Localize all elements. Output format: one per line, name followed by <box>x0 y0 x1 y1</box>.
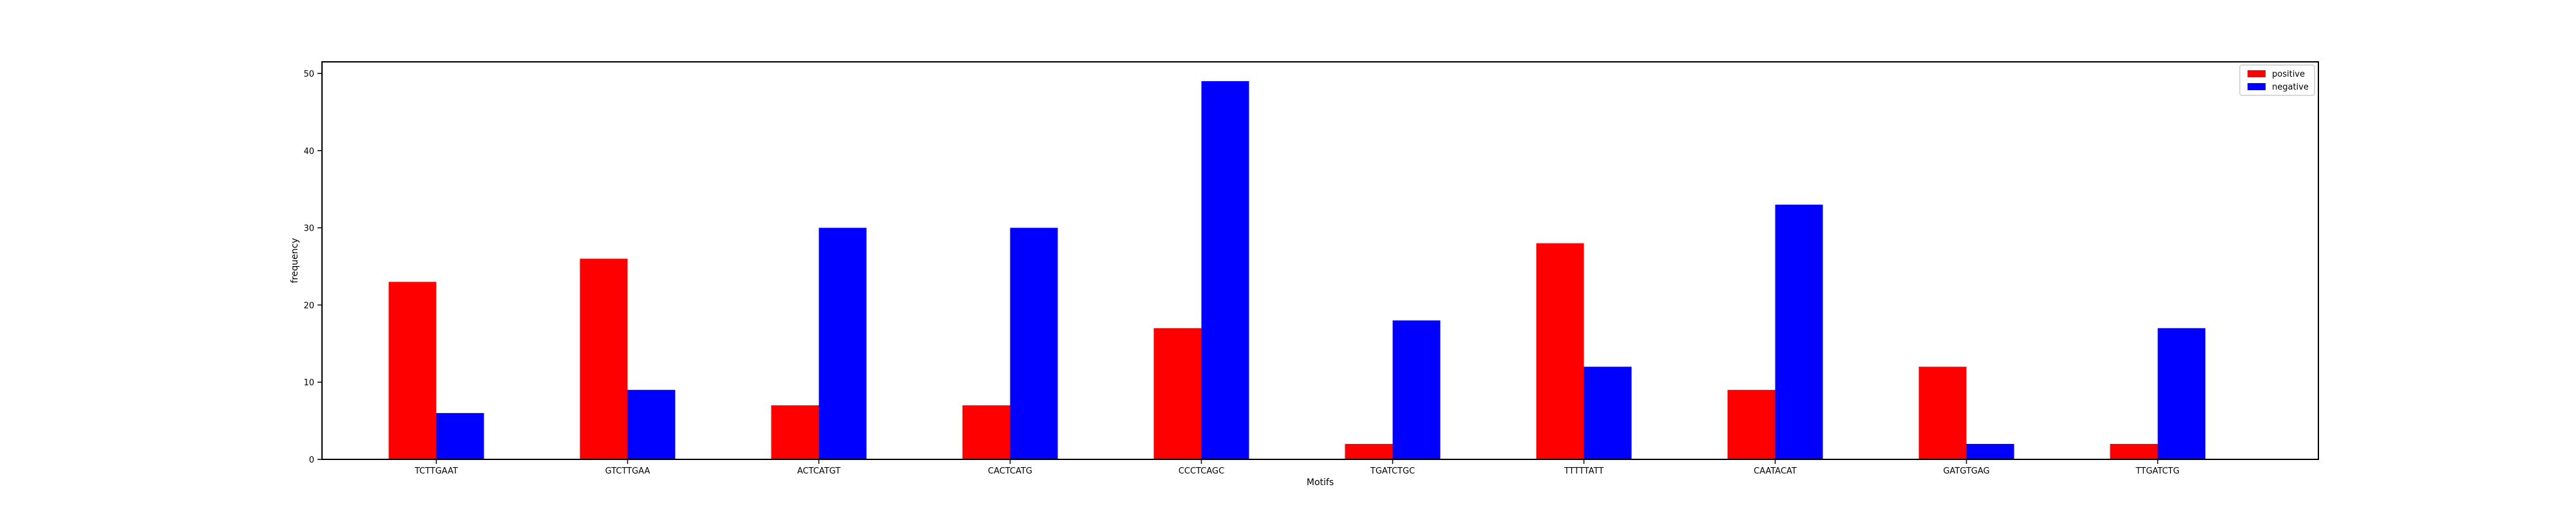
x-tick-label: ACTCATGT <box>797 466 840 476</box>
bar-positive-cactcatg <box>962 405 1010 459</box>
x-axis-ticks: TCTTGAAT GTCTTGAA ACTCATGT CACTCATG CCCTCAGC… <box>414 459 2179 476</box>
bar-negative-ccctcagc <box>1201 81 1249 459</box>
x-tick-label: CAATACAT <box>1754 466 1797 476</box>
y-tick-label: 30 <box>303 224 314 234</box>
x-tick-label: TTGATCTG <box>2136 466 2180 476</box>
bar-negative-tgatctgc <box>1392 320 1441 459</box>
bar-positive-tgatctgc <box>1345 444 1393 459</box>
y-tick-label: 20 <box>303 301 314 311</box>
x-tick-label: CACTCATG <box>988 466 1032 476</box>
bar-negative-actcatgt <box>819 227 867 459</box>
x-tick-label: GATGTGAG <box>1943 466 1989 476</box>
y-tick-label: 0 <box>309 456 314 465</box>
legend-label-positive: positive <box>2272 70 2305 79</box>
y-tick-label: 10 <box>303 378 314 388</box>
bar-negative-gatgtgag <box>1966 444 2014 459</box>
legend: positive negative <box>2239 64 2315 96</box>
legend-swatch-positive <box>2248 70 2266 77</box>
x-tick-label: TGATCTGC <box>1370 466 1415 476</box>
y-tick-label: 40 <box>303 147 314 157</box>
bar-negative-caatacat <box>1775 204 1823 459</box>
bar-positive-gatgtgag <box>1918 367 1967 459</box>
plot-area-frame <box>321 61 2319 460</box>
bars-layer <box>388 81 2206 459</box>
bar-negative-tttttatt <box>1584 367 1632 459</box>
bar-positive-tttttatt <box>1536 243 1584 459</box>
x-axis-label: Motifs <box>1307 477 1334 488</box>
y-axis-ticks: 0 10 20 30 40 50 <box>303 70 322 465</box>
bar-positive-ccctcagc <box>1153 328 1202 459</box>
legend-label-negative: negative <box>2272 82 2309 92</box>
y-tick-label: 50 <box>303 70 314 79</box>
bar-negative-ttgatctg <box>2157 328 2206 459</box>
bar-positive-actcatgt <box>771 405 819 459</box>
legend-swatch-negative <box>2248 83 2266 90</box>
x-tick-label: GTCTTGAA <box>605 466 650 476</box>
x-tick-label: TCTTGAAT <box>414 466 458 476</box>
x-tick-label: TTTTTATT <box>1564 466 1604 476</box>
x-tick-label: CCCTCAGC <box>1179 466 1224 476</box>
bar-negative-cactcatg <box>1010 227 1058 459</box>
bar-negative-gtcttgaa <box>627 390 676 459</box>
y-axis-label: frequency <box>290 238 300 283</box>
bar-positive-tcttgaat <box>388 282 437 459</box>
bar-positive-caatacat <box>1727 390 1776 459</box>
bar-positive-ttgatctg <box>2110 444 2158 459</box>
bar-negative-tcttgaat <box>436 413 484 459</box>
bar-positive-gtcttgaa <box>580 258 628 459</box>
